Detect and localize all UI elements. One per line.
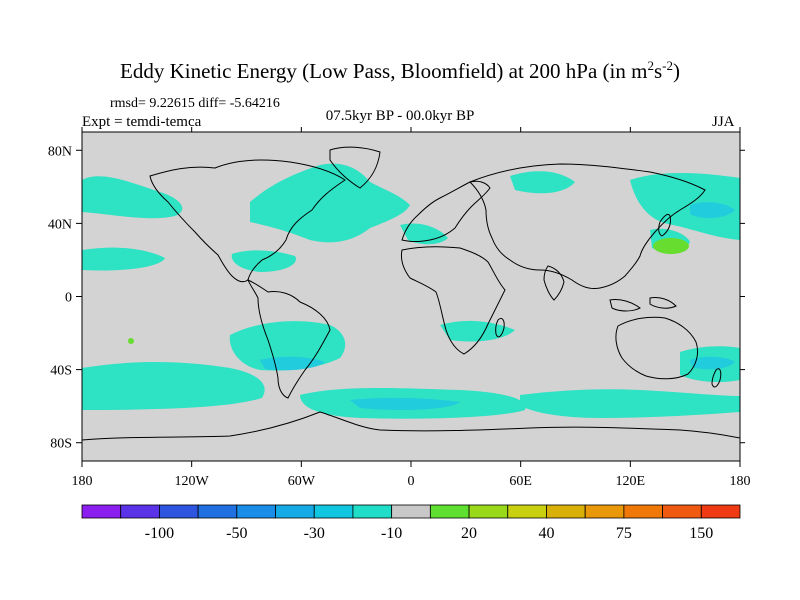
latitude-tick-label: 40N (48, 217, 72, 232)
anomaly-region (250, 163, 410, 243)
colorbar-swatch (700, 504, 741, 519)
colorbar-swatch (120, 504, 160, 519)
colorbar-label: 75 (616, 525, 632, 542)
longitude-tick-label: 180 (72, 474, 93, 489)
anomaly-region (82, 176, 183, 219)
colorbar-label: -50 (226, 525, 247, 542)
experiment-label: Expt = temdi-temca (82, 114, 202, 130)
colorbar-swatch (584, 504, 625, 519)
colorbar-label: 150 (689, 525, 713, 542)
positive-anomaly-region (128, 338, 134, 344)
colorbar-swatch (662, 504, 702, 519)
coastlines (82, 146, 740, 441)
colorbar-label: -30 (304, 525, 325, 542)
latitude-tick-label: 80S (50, 437, 72, 452)
anomaly-region (229, 321, 346, 371)
coastline (649, 297, 677, 309)
longitude-tick-label: 60E (509, 474, 532, 489)
coastline (615, 316, 699, 380)
coastline (495, 317, 505, 338)
anomaly-region (690, 202, 735, 219)
anomaly-region (400, 223, 448, 245)
anomaly-region (350, 397, 460, 410)
colorbar-swatch (468, 504, 509, 519)
plot-title: Eddy Kinetic Energy (Low Pass, Bloomfiel… (120, 58, 680, 83)
anomaly-region (82, 362, 265, 410)
colorbar-label: 20 (461, 525, 477, 542)
colorbar-swatch (352, 504, 393, 519)
stats-label: rmsd= 9.22615 diff= -5.64216 (110, 96, 280, 111)
colorbar-swatch (391, 504, 431, 519)
positive-anomaly (128, 238, 689, 344)
colorbar-swatch (313, 504, 354, 519)
coastline (149, 159, 346, 283)
colorbar-swatch (429, 504, 470, 519)
period-label: 07.5kyr BP - 00.0kyr BP (325, 108, 475, 124)
coastline (658, 213, 671, 237)
latitude-tick-label: 80N (48, 144, 72, 159)
anomaly-shading-mid (260, 202, 735, 410)
colorbar-swatch (275, 504, 315, 519)
colorbar-label: 40 (538, 525, 554, 542)
coastline (401, 180, 491, 242)
coastline (329, 146, 381, 189)
colorbar-swatch (236, 504, 276, 519)
colorbar-label: -100 (145, 525, 174, 542)
longitude-tick-label: 180 (730, 474, 751, 489)
latitude-ticks: 80N 40N 0 40S 80S (48, 144, 745, 452)
longitude-tick-label: 60W (288, 474, 316, 489)
coastline (469, 163, 706, 289)
longitude-tick-label: 120W (175, 474, 210, 489)
anomaly-region (82, 247, 165, 271)
anomaly-region (520, 389, 740, 418)
anomaly-region (690, 356, 735, 370)
colorbar-swatch (546, 504, 586, 519)
colorbar-swatch (623, 504, 663, 519)
coastline (609, 299, 641, 312)
longitude-tick-label: 120E (616, 474, 646, 489)
anomaly-region (231, 250, 296, 272)
latitude-tick-label: 40S (50, 364, 72, 379)
colorbar-swatch (81, 504, 122, 519)
coastline (247, 279, 331, 399)
coastline (711, 368, 722, 388)
latitude-tick-label: 0 (65, 291, 72, 306)
longitude-ticks: 180 120W 60W 0 60E 120E 180 (72, 127, 751, 489)
coastline (82, 411, 740, 441)
colorbar-swatch (197, 504, 238, 519)
coastline (543, 265, 565, 301)
longitude-tick-label: 0 (408, 474, 415, 489)
anomaly-region (510, 171, 575, 194)
colorbar: -100 -50 -30 -10 20 40 75 150 (81, 504, 741, 542)
season-label: JJA (712, 114, 735, 130)
colorbar-swatch (159, 504, 199, 519)
coastline (401, 246, 506, 355)
colorbar-label: -10 (381, 525, 402, 542)
colorbar-swatch (507, 504, 547, 519)
positive-anomaly-region (653, 238, 689, 254)
map-area (82, 132, 740, 461)
